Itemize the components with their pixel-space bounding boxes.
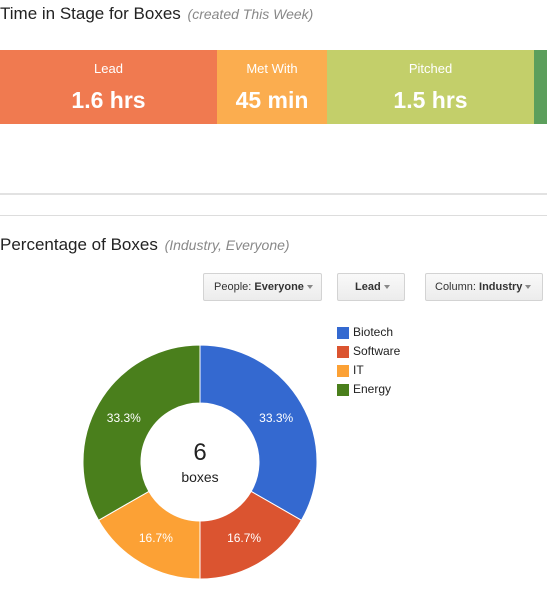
chevron-down-icon: [306, 285, 313, 290]
section-divider: [0, 215, 547, 216]
stage-segment-value: 1.6 hrs: [71, 87, 146, 113]
donut-center-unit: boxes: [181, 469, 218, 485]
donut-slice-label: 33.3%: [259, 411, 293, 425]
people-filter-dropdown[interactable]: People: Everyone: [203, 273, 322, 301]
people-filter-value: Everyone: [254, 281, 304, 293]
people-filter-prefix: People:: [214, 281, 252, 293]
column-filter-dropdown[interactable]: Column: Industry: [425, 273, 543, 301]
stage-segment-next[interactable]: [534, 50, 547, 124]
stage-segment-label: Pitched: [408, 61, 453, 76]
legend-swatch: [337, 327, 349, 339]
legend-swatch: [337, 346, 349, 358]
chevron-down-icon: [525, 285, 532, 290]
donut-center-count: 6: [193, 439, 206, 466]
percentage-subtitle: (Industry, Everyone): [164, 237, 290, 253]
stage-filter-dropdown[interactable]: Lead: [337, 273, 405, 301]
chevron-down-icon: [383, 285, 390, 290]
legend-label: IT: [353, 363, 364, 377]
legend-label: Software: [353, 344, 401, 358]
industry-donut-chart: 33.3% 16.7% 16.7% 33.3% 6 boxes: [82, 344, 318, 580]
donut-slice-energy[interactable]: [82, 344, 201, 521]
stage-segment-label: Lead: [94, 61, 123, 76]
card-bottom-border: [0, 193, 547, 195]
stage-filter-value: Lead: [355, 281, 381, 293]
legend-swatch: [337, 384, 349, 396]
stage-segment-lead[interactable]: Lead 1.6 hrs: [0, 50, 217, 124]
time-in-stage-subtitle: (created This Week): [187, 6, 314, 22]
stage-segment-pitched[interactable]: Pitched 1.5 hrs: [327, 50, 534, 124]
stage-segment-label: Met With: [246, 61, 298, 76]
donut-slice-label: 33.3%: [107, 411, 141, 425]
percentage-title: Percentage of Boxes (Industry, Everyone): [0, 235, 290, 255]
donut-slice-biotech[interactable]: [199, 344, 318, 521]
column-filter-prefix: Column:: [435, 281, 476, 293]
stage-segment-met-with[interactable]: Met With 45 min: [217, 50, 327, 124]
donut-slice-label: 16.7%: [227, 531, 261, 545]
donut-slice-label: 16.7%: [139, 531, 173, 545]
legend-label: Biotech: [353, 325, 394, 339]
legend-label: Energy: [353, 382, 392, 396]
legend-swatch: [337, 365, 349, 377]
stage-time-bar: Lead 1.6 hrs Met With 45 min Pitched 1.5…: [0, 50, 547, 124]
column-filter-value: Industry: [479, 281, 523, 293]
stage-segment-value: 1.5 hrs: [393, 87, 468, 113]
stage-segment-value: 45 min: [235, 87, 309, 113]
percentage-title-text: Percentage of Boxes: [0, 235, 158, 254]
time-in-stage-title: Time in Stage for Boxes (created This We…: [0, 4, 313, 24]
time-in-stage-title-text: Time in Stage for Boxes: [0, 4, 181, 23]
